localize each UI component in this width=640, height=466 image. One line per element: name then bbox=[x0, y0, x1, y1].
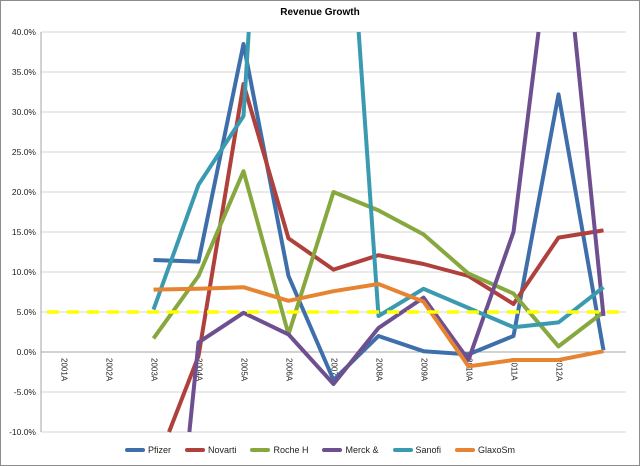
legend-swatch bbox=[124, 448, 145, 452]
legend-swatch bbox=[250, 448, 271, 452]
x-tick-label: 2004A bbox=[194, 358, 203, 382]
x-tick-label: 2009A bbox=[419, 358, 428, 382]
legend-label: Sanofi bbox=[415, 445, 442, 455]
y-tick-label: 15.0% bbox=[12, 227, 37, 237]
y-tick-label: 20.0% bbox=[12, 187, 37, 197]
legend-swatch bbox=[184, 448, 205, 452]
legend-item: Sanofi bbox=[392, 445, 442, 455]
legend-label: Novarti bbox=[207, 445, 237, 455]
y-tick-label: 0.0% bbox=[17, 347, 37, 357]
y-tick-label: 40.0% bbox=[12, 27, 37, 37]
legend-label: Roche H bbox=[273, 445, 309, 455]
legend-item: Roche H bbox=[250, 445, 308, 455]
y-tick-label: 30.0% bbox=[12, 107, 37, 117]
x-tick-label: 2010A bbox=[464, 358, 473, 382]
y-tick-label: 35.0% bbox=[12, 67, 37, 77]
x-tick-label: 2002A bbox=[104, 358, 113, 382]
series-line-glaxosm bbox=[153, 282, 604, 369]
x-tick-label: 2001A bbox=[59, 358, 68, 382]
series-lines bbox=[47, 31, 620, 433]
legend-swatch bbox=[455, 448, 476, 452]
x-tick-label: 2008A bbox=[374, 358, 383, 382]
chart-title: Revenue Growth bbox=[280, 7, 360, 18]
y-axis-tick-labels: -10.0% -5.0% 0.0% 5.0% 10.0% 15.0% 20.0% 25.0% 3… bbox=[9, 27, 36, 437]
legend-item: GlaxoSm bbox=[455, 445, 515, 455]
x-tick-label: 2012A bbox=[554, 358, 563, 382]
series-line-sanofi bbox=[151, 31, 605, 330]
x-axis-tick-labels: 2001A 2002A 2003A 2004A 2005A 2006A 2007A 2008A… bbox=[59, 358, 563, 382]
y-tick-label: -10.0% bbox=[9, 427, 36, 437]
y-tick-label: 25.0% bbox=[12, 147, 37, 157]
legend-label: GlaxoSm bbox=[478, 445, 516, 455]
legend-swatch bbox=[392, 448, 413, 452]
x-tick-label: 2005A bbox=[239, 358, 248, 382]
legend: Pfizer Novarti Roche H Merck & Sanofi GlaxoSm bbox=[0, 445, 640, 455]
legend-label: Pfizer bbox=[147, 445, 171, 455]
y-tick-label: 10.0% bbox=[12, 267, 37, 277]
x-tick-label: 2003A bbox=[149, 358, 158, 382]
series-line-novarti bbox=[167, 82, 604, 433]
series-line-roche-h bbox=[151, 169, 605, 349]
legend-swatch bbox=[322, 448, 343, 452]
legend-label: Merck & bbox=[345, 445, 379, 455]
legend-item: Pfizer bbox=[124, 445, 171, 455]
legend-item: Merck & bbox=[322, 445, 379, 455]
y-tick-label: -5.0% bbox=[14, 387, 37, 397]
x-tick-label: 2007A bbox=[329, 358, 338, 382]
y-tick-label: 5.0% bbox=[17, 307, 37, 317]
x-tick-label: 2006A bbox=[284, 358, 293, 382]
series-line-pfizer bbox=[153, 42, 606, 382]
series-line-merck- bbox=[187, 31, 606, 433]
legend-item: Novarti bbox=[184, 445, 237, 455]
x-tick-label: 2011A bbox=[509, 358, 518, 381]
